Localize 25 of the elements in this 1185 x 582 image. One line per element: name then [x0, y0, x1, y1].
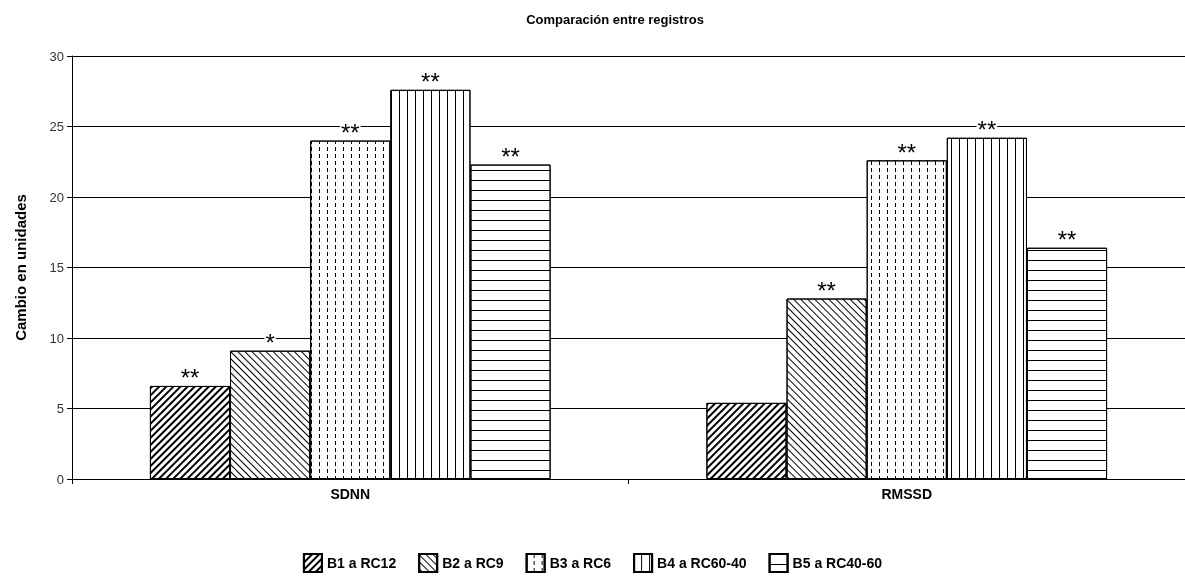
y-tick-label: 15 [49, 260, 64, 275]
x-tick-label: SDNN [330, 486, 371, 502]
data-label: ** [897, 138, 917, 166]
legend-label: B4 a RC60-40 [657, 555, 747, 571]
y-tick-label: 25 [49, 119, 64, 134]
y-tick-label: 20 [49, 189, 64, 205]
data-label: ** [1057, 226, 1077, 254]
y-tick-label: 0 [56, 471, 64, 487]
legend-label: B1 a RC12 [326, 555, 397, 571]
data-label: ** [817, 277, 836, 305]
y-tick-label: 10 [49, 330, 64, 346]
data-label: * [265, 329, 275, 357]
y-tick-label: 5 [56, 401, 64, 416]
data-label: ** [340, 119, 360, 147]
data-label: ** [501, 143, 520, 171]
chart-title: Comparación entre registros [526, 12, 704, 27]
data-label: ** [180, 364, 200, 392]
data-label: ** [421, 68, 440, 96]
data-label: ** [977, 116, 997, 144]
y-axis-title: Cambio en unidades [12, 194, 29, 341]
legend-label: B2 a RC9 [442, 555, 504, 571]
legend-label: B5 a RC40-60 [792, 555, 883, 571]
legend-label: B3 a RC6 [549, 555, 612, 571]
y-tick-label: 30 [49, 48, 64, 64]
x-tick-label: RMSSD [881, 486, 933, 502]
